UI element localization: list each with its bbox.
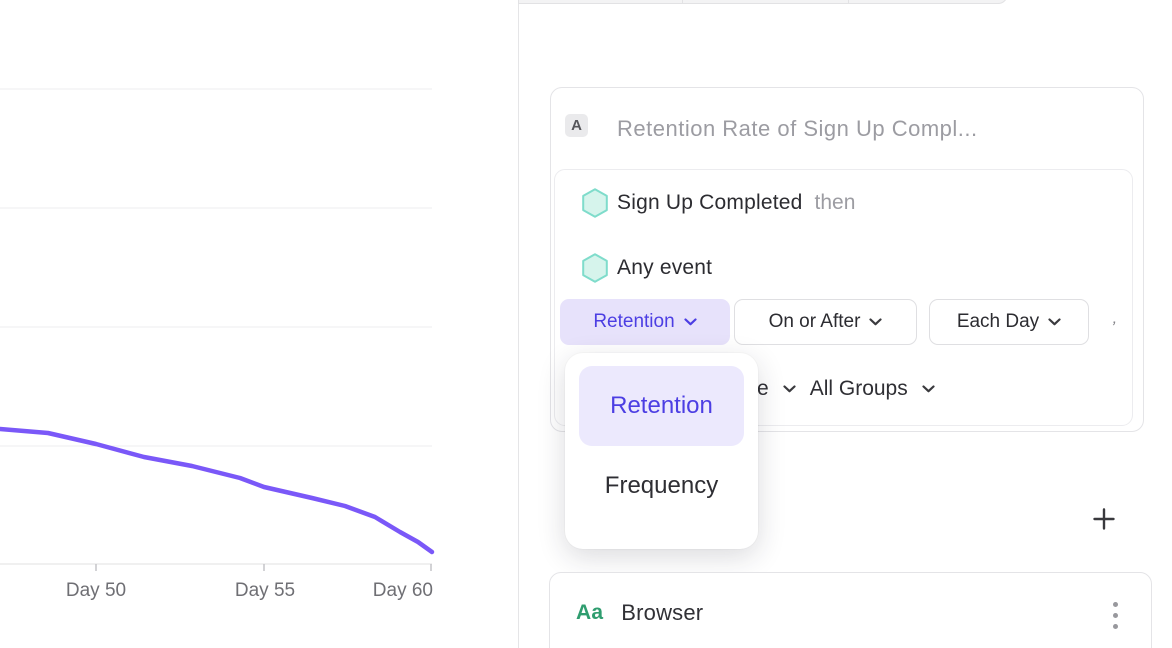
top-clipped-segment-2[interactable] [682, 0, 849, 4]
clipped-metric-dropdown[interactable]: e [757, 377, 769, 400]
chevron-down-icon [684, 318, 697, 326]
hexagon-icon [582, 253, 608, 283]
event-suffix-then: then [814, 191, 856, 214]
breakdown-card[interactable]: Aa Browser [549, 572, 1152, 648]
event-row-first[interactable]: Sign Up Completed then [582, 188, 855, 218]
chevron-down-icon [922, 385, 935, 393]
x-axis-label-day55: Day 55 [234, 580, 296, 601]
chevron-down-icon [869, 318, 883, 326]
group-by-dropdown[interactable]: All Groups [809, 377, 908, 400]
event-name[interactable]: Any event [617, 256, 713, 279]
x-axis-label-day50: Day 50 [65, 580, 127, 601]
top-clipped-segment-1[interactable] [518, 0, 683, 4]
window-dropdown-button[interactable]: On or After [734, 299, 917, 345]
kebab-menu-icon [1112, 601, 1118, 629]
chevron-down-icon [783, 385, 796, 393]
event-row-second[interactable]: Any event [582, 253, 712, 283]
breakdown-property-name[interactable]: Browser [621, 600, 704, 625]
retention-chart-svg [0, 88, 435, 571]
measurement-controls-row: Retention On or After Each Day [560, 299, 1089, 345]
chevron-down-icon [1048, 318, 1061, 326]
menu-item-frequency[interactable]: Frequency [604, 472, 719, 499]
window-dropdown-label: On or After [768, 311, 861, 332]
plus-icon [1093, 508, 1115, 530]
measure-dropdown-button[interactable]: Retention [560, 299, 730, 345]
string-type-icon: Aa [576, 601, 604, 624]
granularity-dropdown-label: Each Day [956, 311, 1040, 332]
clipped-element-mark: ’ [1108, 317, 1118, 338]
panel-divider [518, 0, 519, 648]
filter-group-row: e All Groups [757, 377, 935, 401]
breakdown-property-row: Aa Browser [576, 600, 703, 626]
metric-letter-badge: A [565, 114, 588, 137]
top-clipped-segment-3[interactable] [848, 0, 1008, 4]
report-title-input[interactable]: Retention Rate of Sign Up Compl... [617, 116, 978, 141]
menu-item-retention[interactable]: Retention [579, 366, 744, 446]
add-button[interactable] [1089, 504, 1119, 534]
breakdown-options-button[interactable] [1103, 594, 1127, 636]
hexagon-icon [582, 188, 608, 218]
measure-type-menu: Retention Frequency [565, 353, 758, 549]
retention-chart-panel: Day 50 Day 55 Day 60 [0, 0, 518, 648]
measure-dropdown-label: Retention [593, 311, 675, 332]
granularity-dropdown-button[interactable]: Each Day [929, 299, 1089, 345]
x-axis-label-day60: Day 60 [372, 580, 433, 601]
event-name[interactable]: Sign Up Completed [617, 191, 803, 214]
